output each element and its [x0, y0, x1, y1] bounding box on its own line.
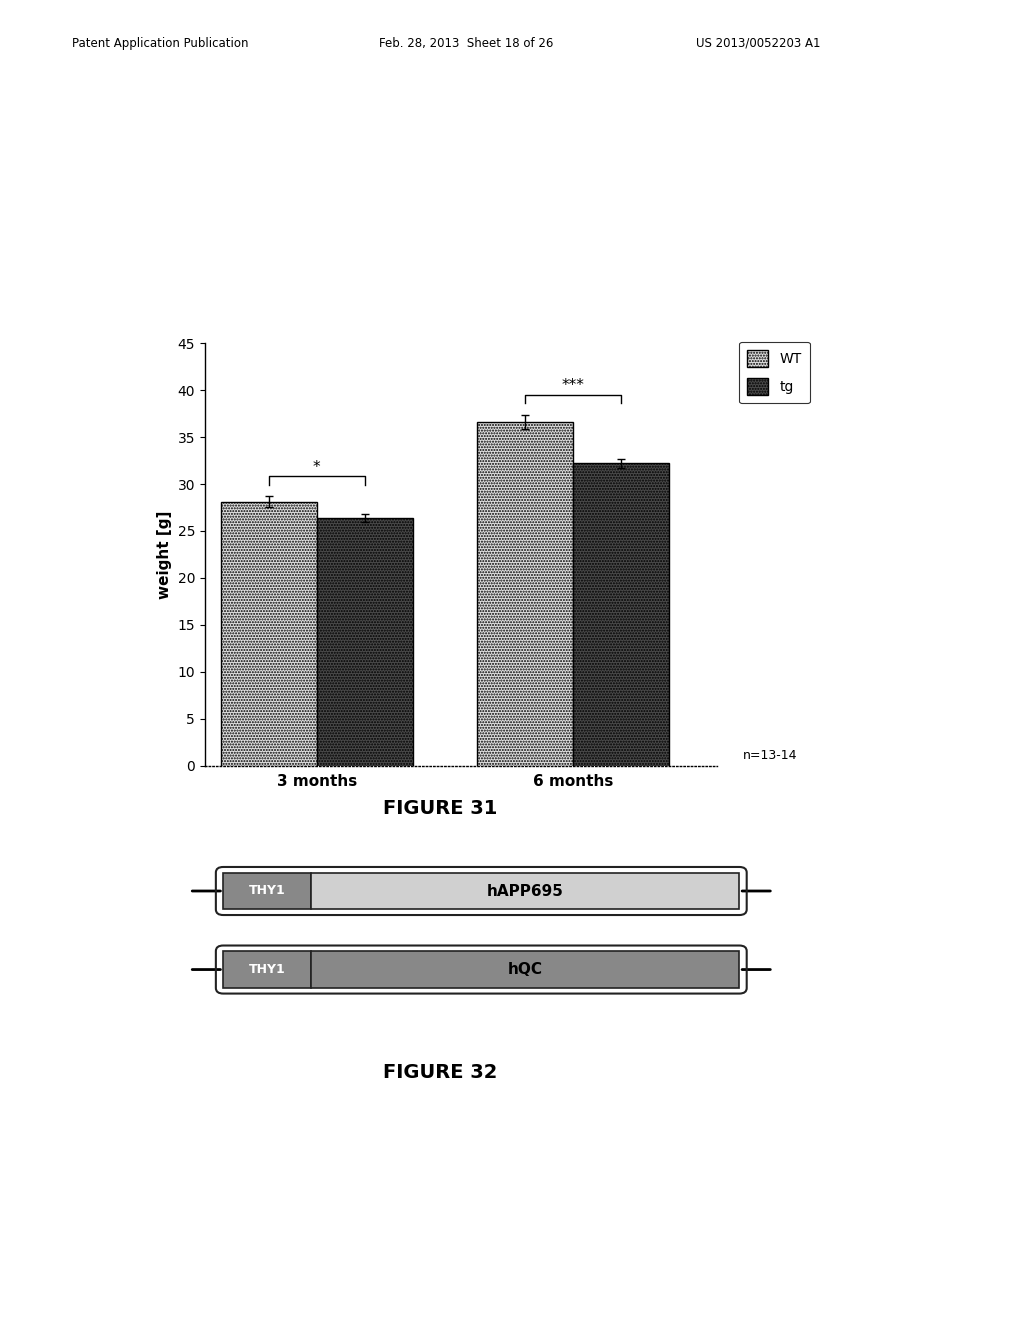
Text: n=13-14: n=13-14	[742, 748, 797, 762]
Text: hAPP695: hAPP695	[486, 883, 563, 899]
Text: Patent Application Publication: Patent Application Publication	[72, 37, 248, 50]
Bar	[311, 950, 739, 987]
Text: ***: ***	[561, 378, 585, 393]
Bar	[477, 422, 572, 766]
Text: *: *	[313, 459, 321, 475]
Text: hQC: hQC	[508, 962, 543, 977]
Legend: WT, tg: WT, tg	[739, 342, 810, 404]
Bar	[572, 463, 669, 766]
Bar	[221, 502, 316, 766]
Bar	[311, 873, 739, 909]
Bar	[316, 517, 413, 766]
Text: FIGURE 32: FIGURE 32	[383, 1063, 498, 1081]
Y-axis label: weight [g]: weight [g]	[157, 511, 172, 598]
Bar	[223, 873, 311, 909]
Text: US 2013/0052203 A1: US 2013/0052203 A1	[696, 37, 821, 50]
Text: THY1: THY1	[249, 884, 286, 898]
Bar	[223, 950, 311, 987]
Text: FIGURE 31: FIGURE 31	[383, 799, 498, 817]
Text: Feb. 28, 2013  Sheet 18 of 26: Feb. 28, 2013 Sheet 18 of 26	[379, 37, 553, 50]
Text: THY1: THY1	[249, 964, 286, 975]
